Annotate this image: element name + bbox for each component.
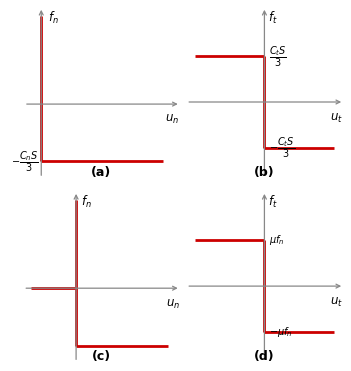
Text: $u_t$: $u_t$: [330, 112, 343, 125]
Text: $u_n$: $u_n$: [166, 298, 180, 311]
Text: $u_n$: $u_n$: [165, 113, 179, 127]
Text: $\mu f_n$: $\mu f_n$: [269, 233, 285, 247]
Text: (d): (d): [254, 350, 275, 363]
Text: (a): (a): [91, 166, 111, 179]
Text: (b): (b): [254, 166, 275, 179]
Text: $u_t$: $u_t$: [330, 296, 343, 309]
Text: $-\dfrac{C_t S}{3}$: $-\dfrac{C_t S}{3}$: [269, 135, 295, 160]
Text: $\dfrac{C_t S}{3}$: $\dfrac{C_t S}{3}$: [269, 44, 287, 69]
Text: $-\dfrac{C_n S}{3}$: $-\dfrac{C_n S}{3}$: [11, 149, 39, 174]
Text: $f_t$: $f_t$: [268, 10, 278, 26]
Text: $-\mu f_n$: $-\mu f_n$: [269, 325, 293, 339]
Text: $f_n$: $f_n$: [81, 194, 92, 210]
Text: (c): (c): [91, 350, 111, 363]
Text: $f_t$: $f_t$: [268, 194, 278, 210]
Text: $f_n$: $f_n$: [48, 10, 59, 26]
